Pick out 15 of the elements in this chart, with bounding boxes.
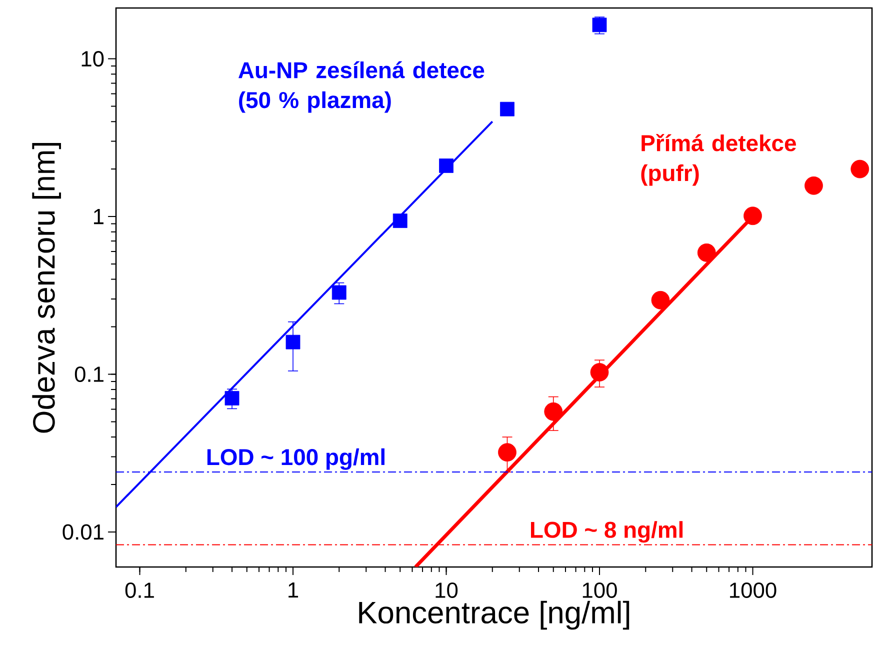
y-tick-label: 0.01 — [62, 524, 104, 540]
x-tick-label: 0.1 — [125, 582, 154, 598]
x-tick-label: 1000 — [730, 582, 776, 598]
y-tick-label: 1 — [94, 208, 104, 224]
x-tick-label: 100 — [582, 582, 617, 598]
y-tick-label: 10 — [82, 51, 104, 67]
series-label: Au-NP zesílená detece (50 % plazma) — [238, 61, 484, 113]
x-tick-label: 1 — [288, 582, 298, 598]
series-label: Přímá detekce (pufr) — [641, 134, 796, 186]
y-tick-label: 0.1 — [74, 366, 104, 382]
ref-line-label: LOD ~ 100 pg/ml — [207, 448, 384, 470]
x-axis-title: Koncentrace [ng/ml] — [359, 600, 630, 630]
y-axis-title: Odezva senzoru [nm] — [32, 142, 61, 433]
x-tick-label: 10 — [436, 582, 458, 598]
ref-line-label: LOD ~ 8 ng/ml — [531, 521, 683, 543]
